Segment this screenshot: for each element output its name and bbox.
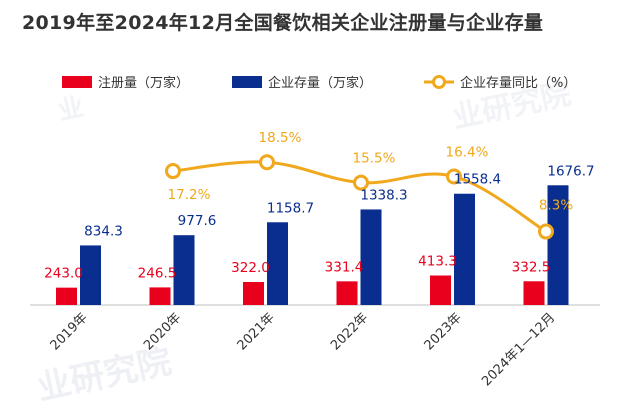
bar <box>523 281 545 305</box>
bar-data-label: 1338.3 <box>360 187 407 203</box>
x-tick-label: 2024年1—12月 <box>479 310 558 389</box>
watermark: 业 <box>55 92 87 127</box>
line-data-label: 8.3% <box>539 198 573 214</box>
x-tick-label: 2021年 <box>235 310 278 353</box>
bar-data-label: 243.0 <box>44 266 83 282</box>
legend-label: 注册量（万家） <box>98 75 189 91</box>
x-tick-label: 2023年 <box>422 310 465 353</box>
bar-data-label: 413.3 <box>418 253 457 269</box>
bar-data-label: 977.6 <box>178 213 217 229</box>
bar <box>243 282 264 305</box>
line-data-label: 15.5% <box>353 151 396 167</box>
bar <box>454 193 475 305</box>
chart-title: 2019年至2024年12月全国餐饮相关企业注册量与企业存量 <box>22 12 544 34</box>
x-tick-label: 2019年 <box>48 310 91 353</box>
line-point <box>259 154 275 171</box>
bar <box>173 235 195 305</box>
bar-data-label: 331.4 <box>325 259 364 275</box>
bar-data-label: 1558.4 <box>454 172 501 188</box>
line-point <box>446 168 462 185</box>
x-tick-label: 2022年 <box>328 310 371 353</box>
line-data-label: 18.5% <box>259 130 302 146</box>
bar <box>547 185 569 305</box>
legend-label: 企业存量（万家） <box>268 75 372 91</box>
bar-data-label: 322.0 <box>231 260 270 276</box>
legend-swatch <box>232 76 262 88</box>
line-point <box>165 163 181 180</box>
watermark: 业研究院 <box>34 341 175 408</box>
legend-marker <box>432 75 446 89</box>
bar <box>80 245 101 305</box>
bar-data-label: 332.5 <box>512 259 551 275</box>
bar <box>267 222 288 305</box>
legend-label: 企业存量同比（%） <box>460 75 576 91</box>
line-data-label: 16.4% <box>446 144 489 160</box>
bar <box>149 287 171 305</box>
bar-data-label: 1676.7 <box>547 163 594 179</box>
line-data-label: 17.2% <box>168 187 211 203</box>
line-point <box>353 174 369 191</box>
bar-data-label: 246.5 <box>138 265 177 281</box>
bar <box>336 281 358 305</box>
bar-data-label: 1158.7 <box>267 200 314 216</box>
bar-data-label: 834.3 <box>84 223 123 239</box>
bar <box>360 209 382 305</box>
bar <box>56 287 77 305</box>
bar <box>430 275 451 305</box>
legend-swatch <box>62 76 92 88</box>
line-point <box>538 223 554 240</box>
